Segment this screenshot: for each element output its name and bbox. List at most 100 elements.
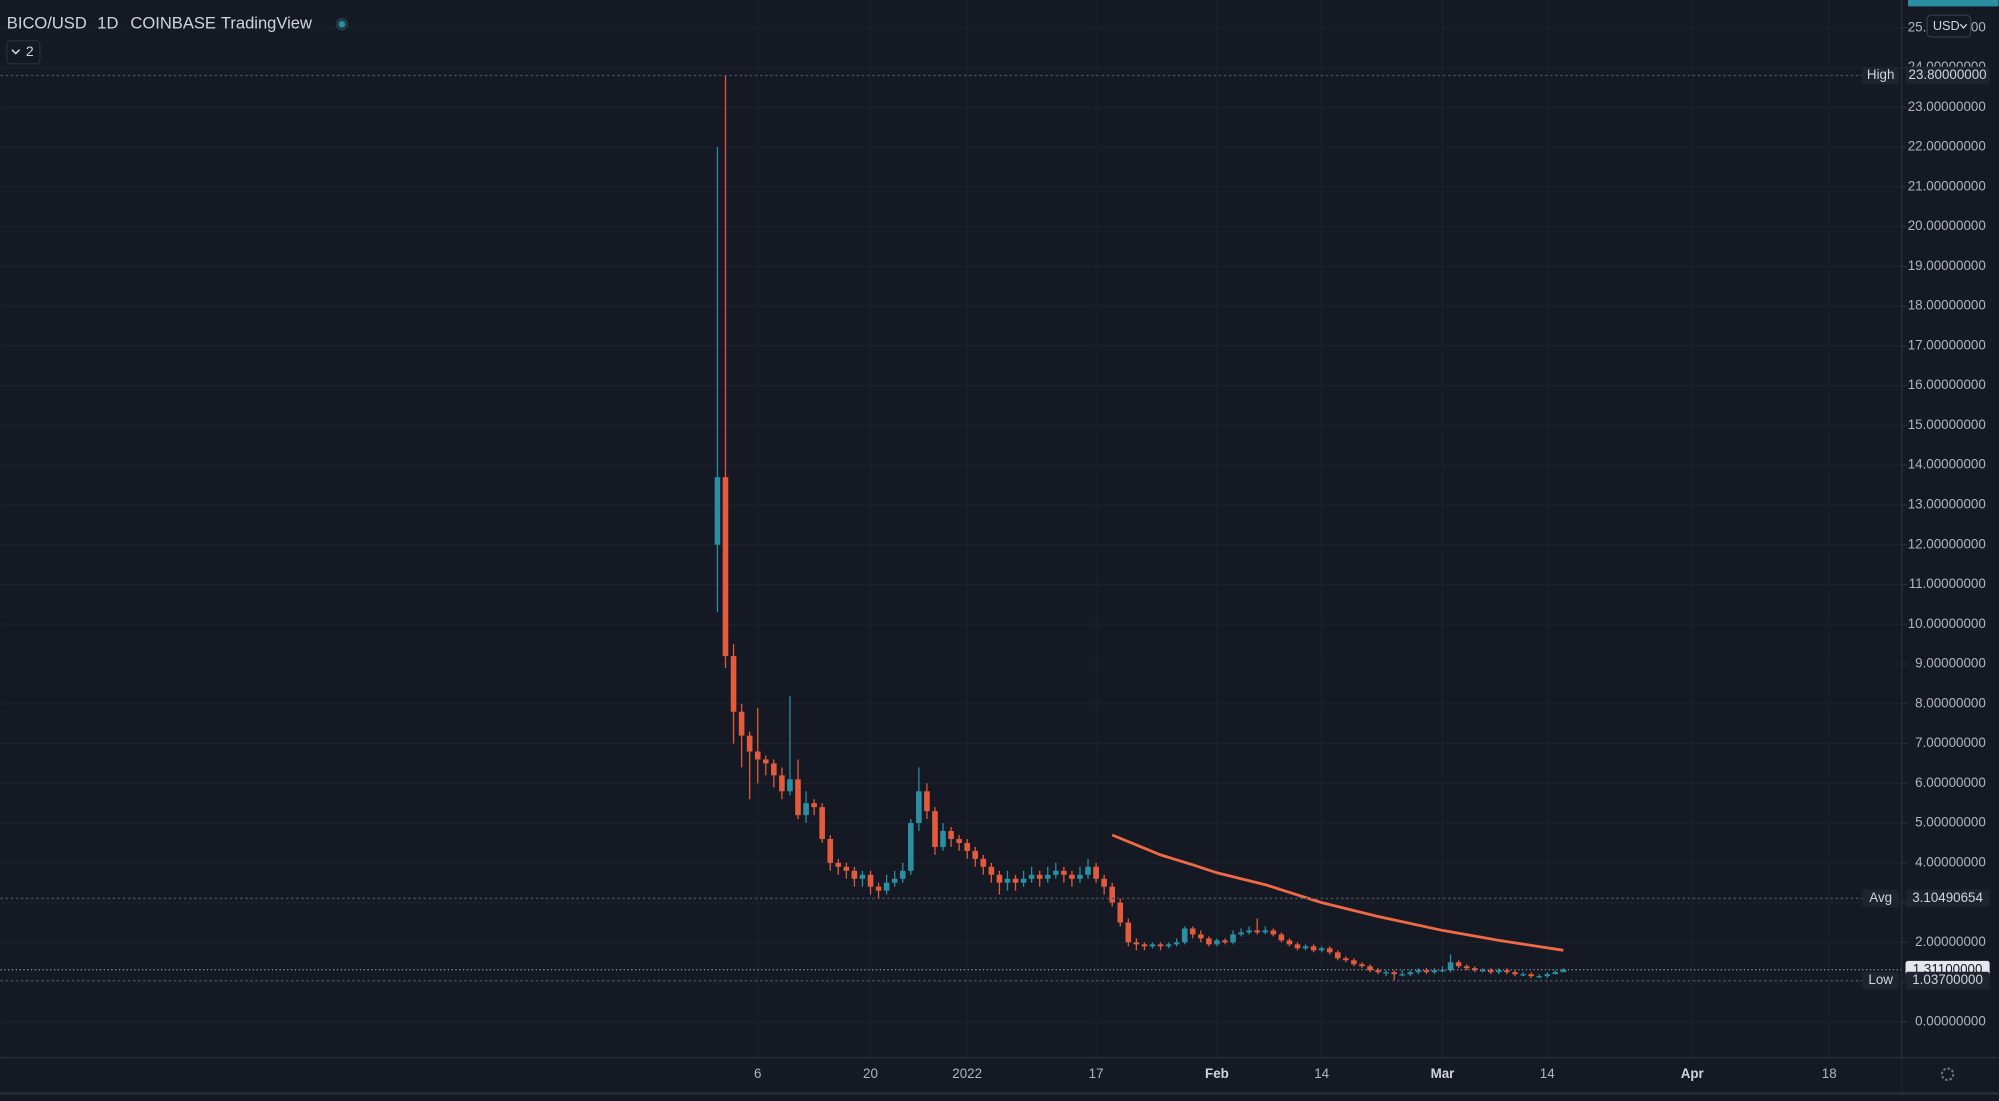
price-value: 3.10490654: [1912, 890, 1983, 905]
candle-body: [1318, 948, 1325, 951]
candle-body: [1117, 902, 1124, 923]
candle-body: [827, 838, 834, 863]
x-tick-label: 18: [1822, 1066, 1837, 1081]
candle-body: [1375, 970, 1381, 973]
x-tick-label: Apr: [1681, 1066, 1704, 1081]
candle-body: [1036, 874, 1043, 879]
y-tick-label: 13.00000000: [1908, 497, 1986, 512]
candle-body: [1471, 968, 1478, 971]
y-tick-label: 21.00000000: [1908, 178, 1986, 193]
currency[interactable]: USD: [1933, 18, 1960, 33]
candle-body: [1439, 970, 1446, 972]
candle-body: [819, 807, 825, 839]
source: TradingView: [221, 14, 312, 33]
candle-body: [1383, 972, 1389, 974]
candle-body: [843, 866, 850, 871]
candle-body: [972, 850, 979, 859]
currency-button[interactable]: [1926, 14, 1972, 38]
candle-body: [867, 874, 874, 887]
price-axis-panel: [1901, 0, 1999, 1094]
candle-body: [1085, 866, 1091, 875]
candle-body: [1528, 974, 1534, 977]
axis-corner: [1908, 0, 1999, 7]
candle-body: [1488, 970, 1494, 973]
y-tick-label: 23.00000000: [1908, 99, 1986, 114]
settings-icon[interactable]: [1940, 1067, 1955, 1081]
y-tick-label: 16.00000000: [1908, 377, 1986, 392]
indicator-count[interactable]: 2: [26, 43, 34, 59]
x-tick-label: 17: [1089, 1066, 1104, 1081]
y-tick-label: 10.00000000: [1908, 616, 1986, 631]
y-tick-label: 11.00000000: [1909, 576, 1986, 591]
x-tick-label: Feb: [1205, 1066, 1229, 1081]
candle-body: [1447, 962, 1454, 971]
y-tick-label: 4.00000000: [1915, 854, 1986, 869]
candle-body: [738, 711, 745, 736]
x-tick-label: Mar: [1431, 1066, 1455, 1081]
price-label-box: [1862, 66, 1900, 85]
price-value: 1.03700000: [1912, 972, 1983, 987]
candle-body: [1479, 970, 1486, 972]
candle-body: [1334, 952, 1341, 959]
candle-body: [1431, 970, 1438, 973]
candle-body: [803, 803, 809, 816]
status-dot: [338, 21, 346, 28]
candle-body: [1415, 970, 1422, 973]
candle-body: [1544, 974, 1551, 977]
y-tick-label: 2.00000000: [1915, 934, 1986, 949]
candle-body: [940, 831, 946, 847]
x-tick-label: 20: [863, 1066, 878, 1081]
candle-body: [1028, 874, 1035, 879]
candle-body: [948, 831, 954, 839]
candle-body: [1133, 942, 1140, 945]
exchange: COINBASE: [130, 14, 216, 33]
candle-body: [1069, 874, 1075, 879]
candle-body: [964, 842, 970, 851]
candle-body: [1044, 874, 1051, 879]
candle-body: [730, 656, 737, 712]
candle-body: [1165, 944, 1172, 947]
price-labels: 23.80000000High3.10490654Avg1.311000001.…: [1862, 66, 1990, 990]
candle-body: [1455, 962, 1462, 967]
y-tick-label: 6.00000000: [1915, 775, 1986, 790]
candle-body: [1230, 934, 1236, 943]
price-label: High: [1867, 67, 1895, 82]
y-tick-label: 12.00000000: [1908, 536, 1986, 551]
grid: [0, 0, 1901, 1058]
y-tick-label: 20.00000000: [1908, 218, 1986, 233]
candle-body: [835, 862, 842, 867]
candle-body: [1512, 972, 1518, 975]
candle-body: [980, 858, 987, 867]
price-value-box: [1905, 889, 1990, 908]
candle-body: [787, 779, 793, 792]
candle-body: [1109, 886, 1116, 903]
candle-body: [714, 477, 721, 545]
candle-body: [1061, 870, 1067, 875]
candle-body: [779, 775, 785, 792]
candle-body: [875, 886, 882, 891]
candle-body: [1077, 874, 1083, 879]
y-tick-label: 0.00000000: [1915, 1013, 1986, 1028]
candle-body: [1351, 960, 1357, 965]
indicator-toggle[interactable]: [6, 40, 41, 65]
candle-body: [1496, 970, 1502, 973]
price-value-box: [1905, 66, 1990, 85]
candle-body: [956, 838, 962, 843]
candle-body: [1157, 944, 1164, 947]
candle-body: [996, 874, 1003, 883]
candle-body: [1206, 938, 1212, 945]
candle-body: [746, 735, 753, 752]
candle-body: [1359, 964, 1365, 967]
x-tick-label: 14: [1314, 1066, 1329, 1081]
y-tick-label: 14.00000000: [1908, 457, 1986, 472]
candle-body: [1278, 934, 1285, 941]
candle-body: [899, 870, 906, 879]
candle-body: [1181, 928, 1188, 943]
candle-body: [851, 870, 858, 879]
y-tick-label: 18.00000000: [1908, 298, 1986, 313]
price-lines: [0, 74, 1902, 982]
candle-body: [762, 759, 769, 764]
currency-caret: [1959, 23, 1968, 30]
candle-body: [1536, 976, 1542, 978]
